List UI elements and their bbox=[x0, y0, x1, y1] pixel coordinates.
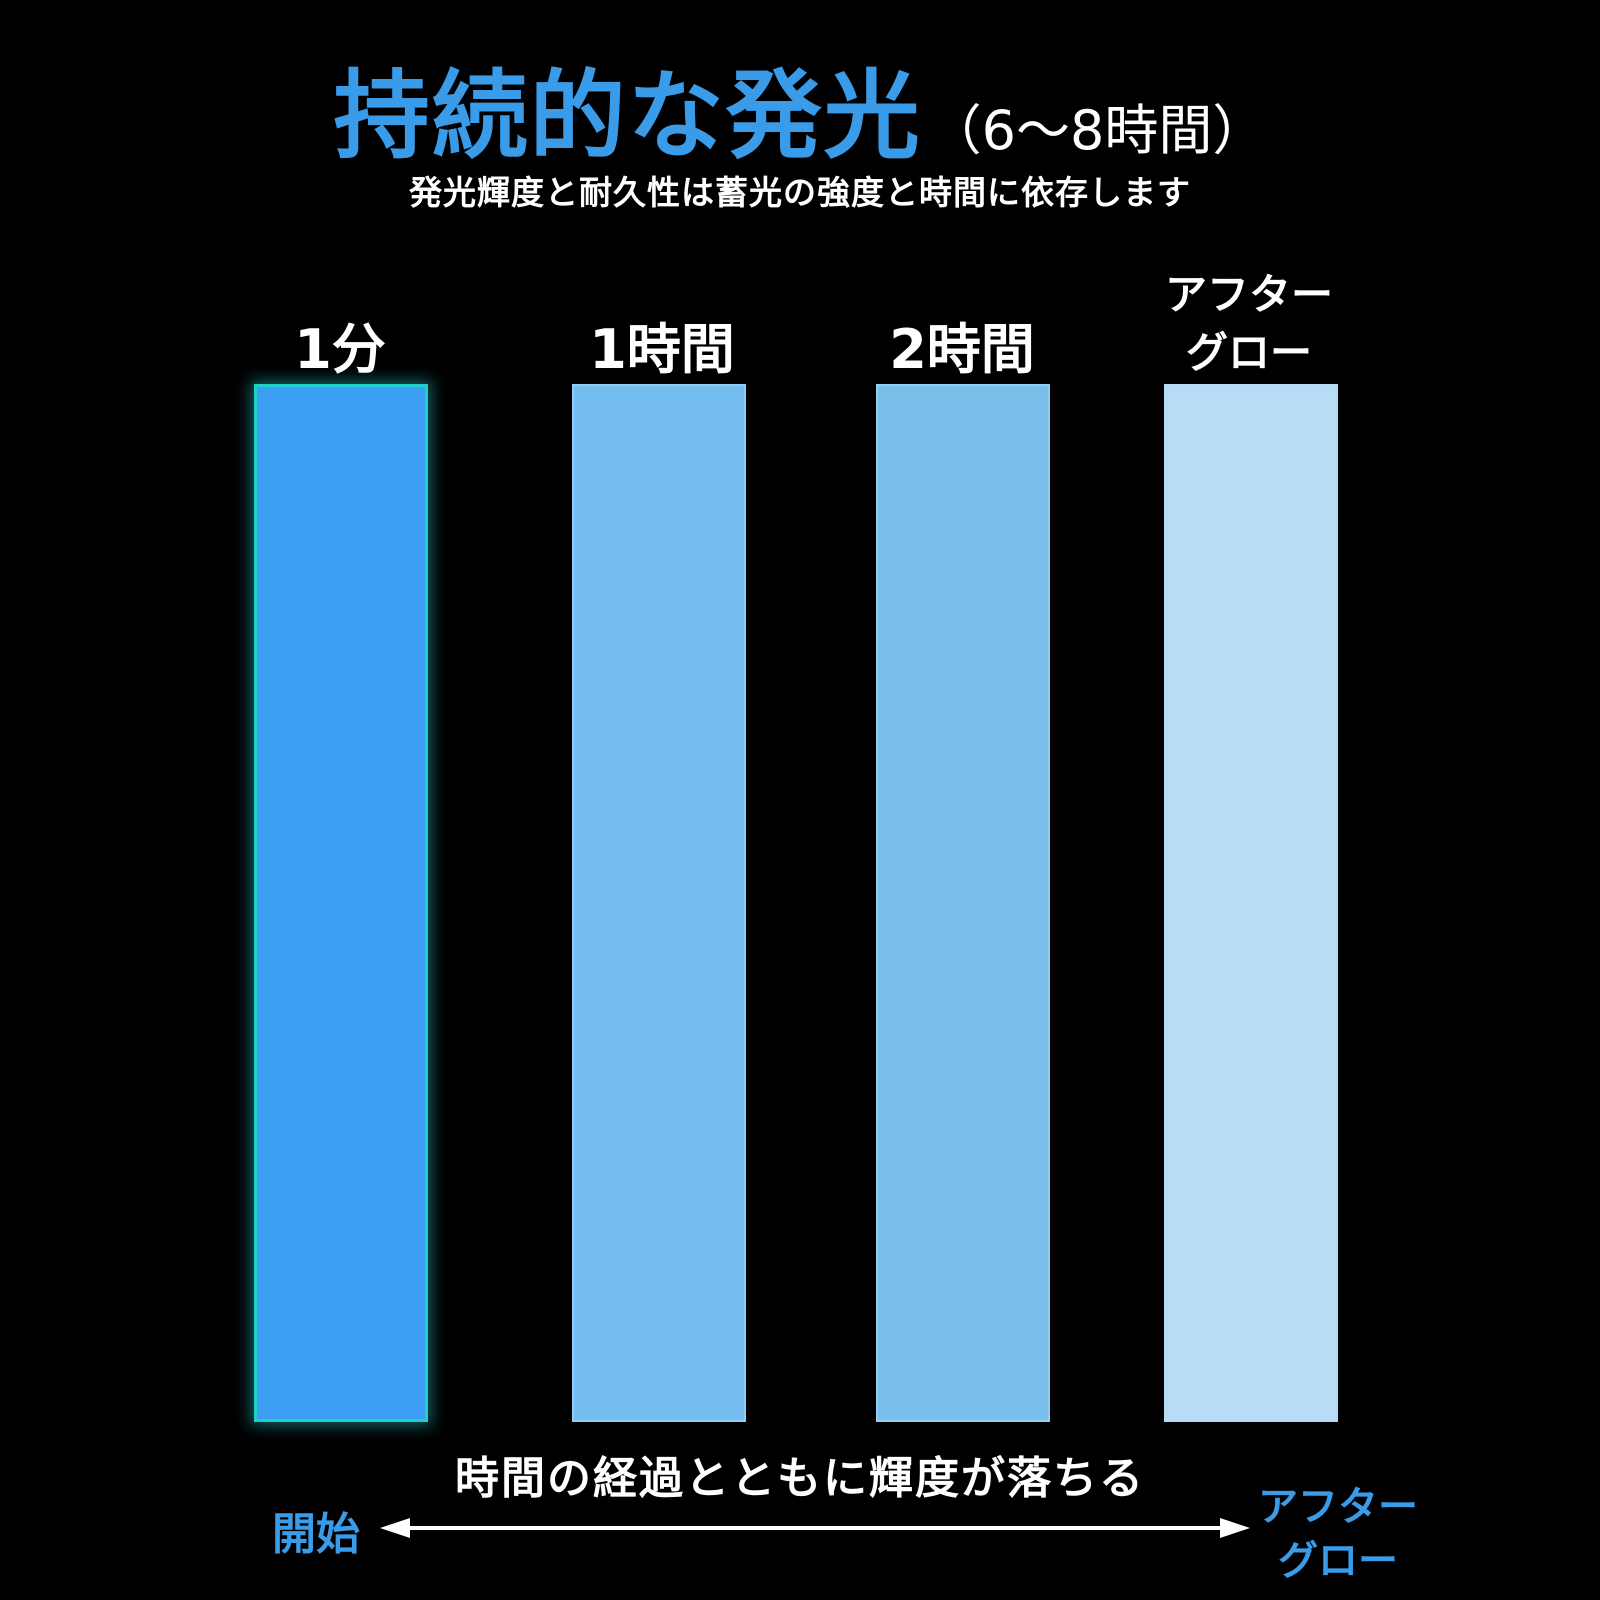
glow-bar-2hour bbox=[876, 384, 1050, 1422]
stage-label-1min: 1分 bbox=[294, 318, 386, 381]
stage-label-afterglow-line1: アフター bbox=[1164, 270, 1333, 319]
glow-bar-1min bbox=[254, 384, 428, 1422]
timeline-end-label: アフター グロー bbox=[1258, 1480, 1418, 1588]
timeline-start-label: 開始 bbox=[272, 1509, 360, 1560]
page-title: 持続的な発光 bbox=[333, 60, 922, 172]
timeline-arrow bbox=[380, 1518, 1250, 1538]
title-duration: （6～8時間） bbox=[927, 99, 1267, 162]
stage-label-1hour: 1時間 bbox=[589, 318, 735, 381]
arrow-left-icon bbox=[380, 1518, 410, 1538]
timeline-caption: 時間の経過とともに輝度が落ちる bbox=[455, 1453, 1145, 1504]
stage-label-2hour: 2時間 bbox=[889, 318, 1035, 381]
page-subtitle: 発光輝度と耐久性は蓄光の強度と時間に依存します bbox=[409, 173, 1191, 212]
glow-bar-afterglow bbox=[1164, 384, 1338, 1422]
title-row: 持続的な発光 （6～8時間） bbox=[0, 38, 1600, 177]
glow-bar-1hour bbox=[572, 384, 746, 1422]
timeline-end-label-line1: アフター bbox=[1258, 1484, 1418, 1530]
stage-label-afterglow-line2: グロー bbox=[1185, 328, 1312, 377]
timeline-end-label-line2: グロー bbox=[1278, 1538, 1398, 1584]
stage-label-afterglow: アフター グロー bbox=[1099, 266, 1399, 382]
arrow-right-icon bbox=[1220, 1518, 1250, 1538]
